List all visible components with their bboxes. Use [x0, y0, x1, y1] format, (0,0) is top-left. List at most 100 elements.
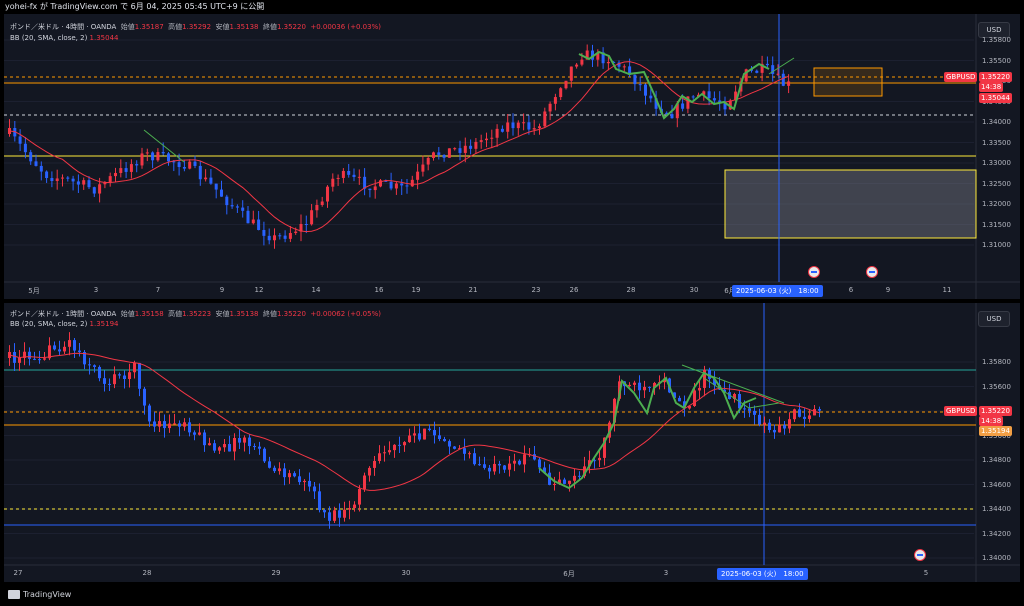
symbol-tag: GBPUSD — [944, 72, 978, 82]
candle — [348, 507, 351, 510]
chart-pane-1h[interactable]: ポンド／米ドル · 1時間 · OANDA 始値1.35158 高値1.3522… — [4, 303, 1020, 582]
candle — [378, 453, 381, 461]
candle — [708, 369, 711, 379]
candle — [38, 359, 41, 361]
candle — [182, 167, 186, 169]
candle — [34, 161, 38, 166]
candle — [63, 346, 66, 352]
candle — [315, 204, 319, 211]
uk-flag-event-icon[interactable] — [914, 549, 926, 561]
time-tick-label: 7 — [155, 286, 161, 294]
candle — [28, 351, 31, 359]
chart-canvas-4h[interactable] — [4, 14, 1020, 299]
candle — [241, 207, 245, 211]
candle — [357, 176, 361, 178]
candle — [23, 351, 26, 358]
candle — [693, 390, 696, 407]
supply-zone-box — [813, 67, 883, 97]
candle — [773, 429, 776, 433]
candle — [320, 201, 324, 205]
candle — [648, 386, 651, 388]
price-tick-label: 1.34200 — [982, 529, 1011, 538]
candle — [193, 161, 197, 166]
candle — [558, 479, 561, 484]
candle — [209, 177, 213, 184]
candle — [268, 461, 271, 468]
candle — [468, 453, 471, 455]
candle — [394, 183, 398, 189]
candle — [108, 383, 111, 385]
candle — [490, 137, 494, 139]
candle — [263, 448, 266, 462]
candle — [257, 219, 261, 230]
candle — [744, 69, 748, 82]
published-by-text: yohei-fx が TradingView.com で 6月 04, 2025… — [0, 0, 1024, 13]
uk-flag-event-icon[interactable] — [866, 266, 878, 278]
chart-canvas-1h[interactable] — [4, 303, 1020, 582]
time-tick-label: 30 — [401, 569, 411, 577]
price-tick-label: 1.34600 — [982, 480, 1011, 489]
candle — [53, 345, 56, 350]
uk-flag-event-icon[interactable] — [808, 266, 820, 278]
candle — [421, 164, 425, 172]
currency-button[interactable]: USD — [978, 311, 1010, 327]
candle — [503, 465, 506, 470]
candle — [518, 460, 521, 465]
candle — [328, 512, 331, 521]
candle — [82, 180, 86, 185]
candle — [568, 480, 571, 484]
candle — [437, 152, 441, 155]
legend-bb-1h[interactable]: BB (20, SMA, close, 2) 1.35194 — [10, 320, 119, 328]
currency-button[interactable]: USD — [978, 22, 1010, 38]
price-tick-label: 1.33000 — [982, 159, 1011, 167]
candle — [728, 100, 732, 110]
price-tick-label: 1.34000 — [982, 118, 1011, 126]
candle — [760, 63, 764, 73]
candle — [755, 70, 759, 73]
chart-pane-4h[interactable]: ポンド／米ドル · 4時間 · OANDA 始値1.35187 高値1.3529… — [4, 14, 1020, 299]
legend-bb-4h[interactable]: BB (20, SMA, close, 2) 1.35044 — [10, 34, 119, 42]
last-price-tag: 1.35220 — [979, 72, 1012, 82]
candle — [341, 170, 345, 178]
price-tick-label: 1.32000 — [982, 200, 1011, 208]
candle — [548, 103, 552, 112]
candle — [418, 433, 421, 440]
candle — [93, 365, 96, 367]
countdown-tag: 14:38 — [979, 82, 1004, 92]
trend-drawing-line — [681, 364, 785, 404]
candle — [55, 178, 59, 181]
countdown-tag: 14:38 — [979, 416, 1004, 426]
candle — [156, 152, 160, 161]
candle — [438, 435, 441, 440]
candle — [681, 103, 685, 109]
candle — [225, 196, 229, 206]
tradingview-logo[interactable]: TradingView — [8, 590, 71, 599]
candle — [353, 504, 356, 508]
candle — [323, 510, 326, 513]
candle — [458, 448, 461, 450]
price-tick-label: 1.35600 — [982, 382, 1011, 391]
candle — [238, 437, 241, 443]
candle — [198, 432, 201, 435]
candle — [649, 95, 653, 99]
candle — [606, 61, 610, 64]
candle — [633, 74, 637, 85]
price-tick-label: 1.34800 — [982, 456, 1011, 464]
candle — [559, 88, 563, 98]
candle — [135, 164, 139, 166]
price-tick-label: 1.33500 — [982, 138, 1011, 147]
candle — [665, 112, 669, 115]
candle — [228, 444, 231, 452]
candle — [114, 172, 117, 177]
candle — [213, 443, 216, 451]
candle — [533, 454, 536, 460]
trend-drawing-line — [768, 57, 795, 75]
time-tick-label: 3 — [93, 286, 99, 294]
candle — [538, 126, 541, 129]
candle — [278, 468, 281, 472]
candle — [601, 52, 605, 64]
candle — [13, 352, 16, 363]
legend-ohlc-1h: ポンド／米ドル · 1時間 · OANDA 始値1.35158 高値1.3522… — [10, 310, 381, 318]
candle — [177, 162, 181, 168]
candle — [743, 408, 746, 410]
